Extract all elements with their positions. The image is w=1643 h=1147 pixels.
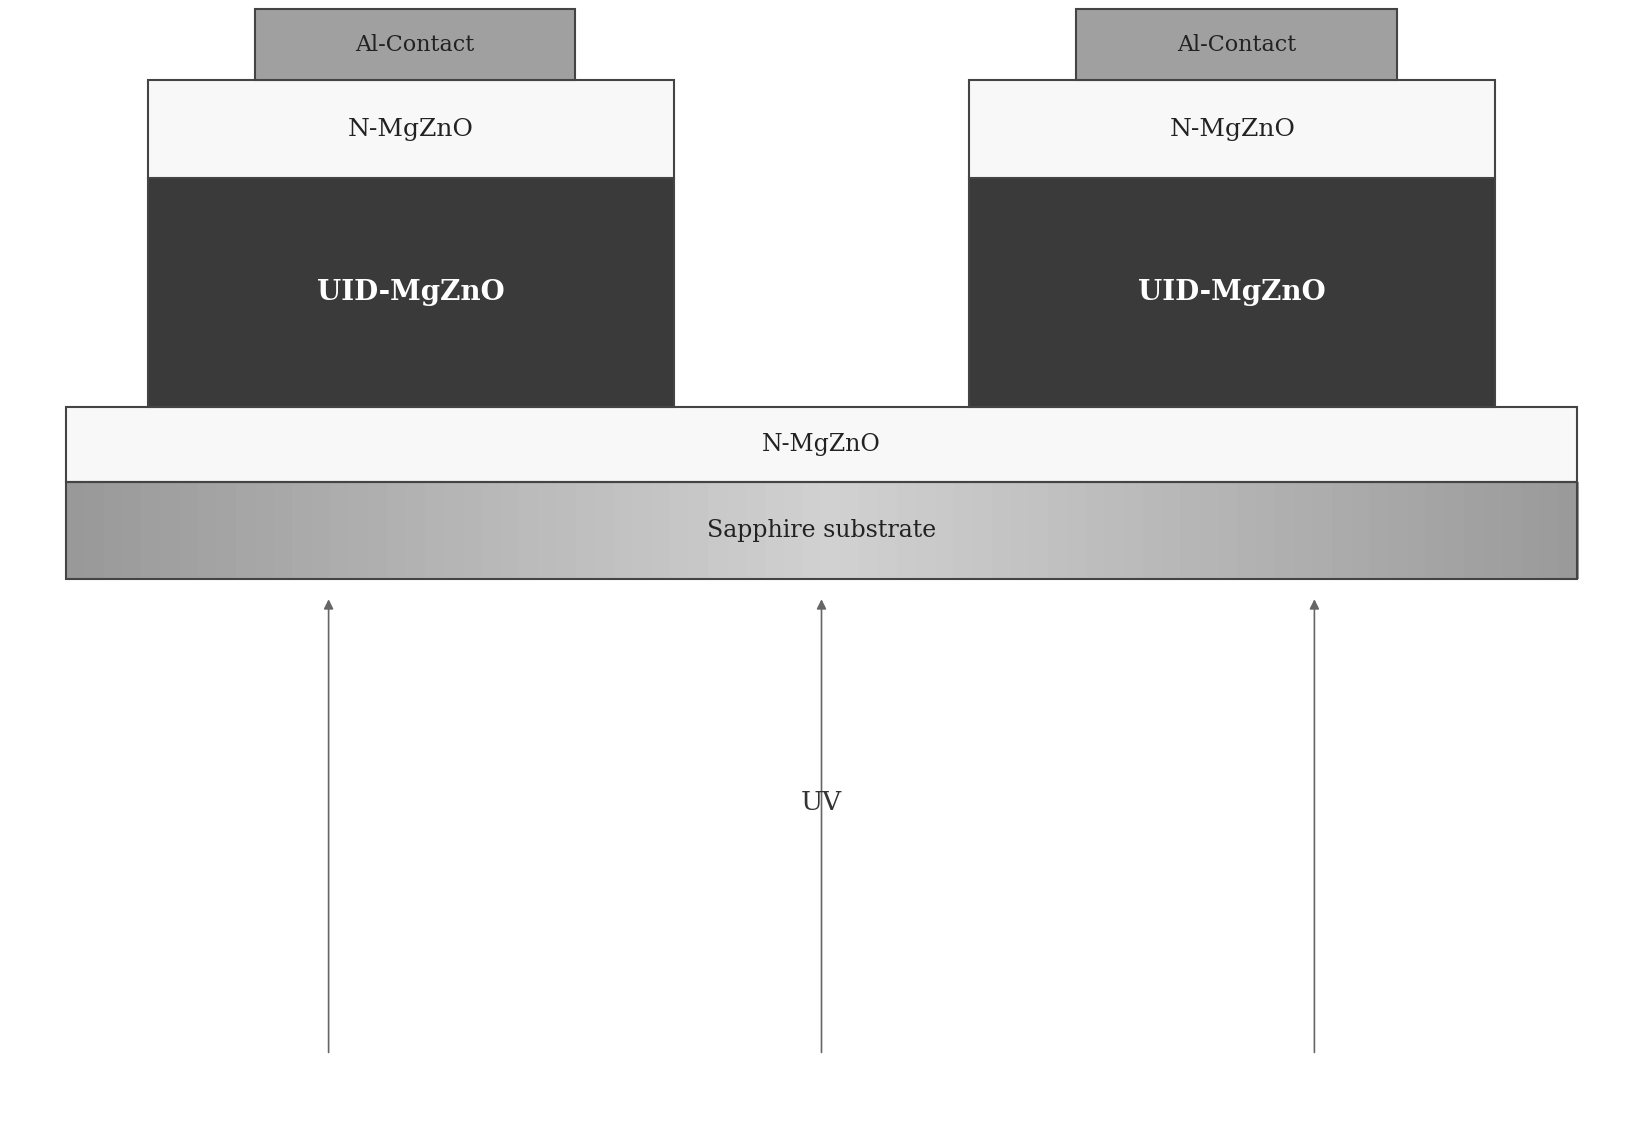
Bar (614, 482, 634, 579)
Text: Al-Contact: Al-Contact (1176, 33, 1296, 56)
Bar (595, 482, 614, 579)
Bar (1295, 482, 1314, 579)
Text: N-MgZnO: N-MgZnO (348, 117, 473, 141)
Bar (877, 482, 899, 579)
Bar (1388, 482, 1408, 579)
Bar (237, 482, 256, 579)
Bar (348, 482, 370, 579)
Bar (463, 482, 483, 579)
Bar (764, 482, 785, 579)
Bar (273, 482, 294, 579)
Bar (1076, 9, 1397, 80)
Bar (802, 482, 823, 579)
Bar (1029, 482, 1050, 579)
Bar (840, 482, 861, 579)
Bar (217, 482, 238, 579)
Bar (388, 482, 407, 579)
Text: Al-Contact: Al-Contact (355, 33, 475, 56)
Bar (1162, 482, 1183, 579)
Bar (1408, 482, 1428, 579)
Bar (670, 482, 690, 579)
Bar (897, 482, 917, 579)
Bar (726, 482, 748, 579)
Bar (784, 482, 805, 579)
Bar (1237, 482, 1259, 579)
Bar (953, 482, 974, 579)
Bar (499, 482, 521, 579)
Bar (1482, 482, 1503, 579)
Bar (1104, 482, 1125, 579)
Bar (917, 482, 937, 579)
Bar (969, 80, 1495, 178)
Bar (859, 482, 881, 579)
Bar (66, 482, 87, 579)
Bar (66, 407, 1577, 482)
Bar (1199, 482, 1219, 579)
Text: Sapphire substrate: Sapphire substrate (706, 518, 937, 543)
Bar (197, 482, 219, 579)
Text: N-MgZnO: N-MgZnO (762, 432, 881, 457)
Bar (481, 482, 503, 579)
Bar (1313, 482, 1334, 579)
Bar (1048, 482, 1068, 579)
Bar (690, 482, 710, 579)
Bar (519, 482, 539, 579)
Text: UV: UV (800, 790, 843, 816)
Bar (66, 482, 1577, 579)
Bar (424, 482, 445, 579)
Bar (1559, 482, 1579, 579)
Bar (708, 482, 729, 579)
Bar (1124, 482, 1144, 579)
Bar (1370, 482, 1390, 579)
Bar (255, 9, 575, 80)
Bar (85, 482, 105, 579)
Bar (104, 482, 125, 579)
Bar (444, 482, 463, 579)
Bar (1257, 482, 1277, 579)
Bar (1010, 482, 1032, 579)
Bar (992, 482, 1012, 579)
Bar (1539, 482, 1559, 579)
Bar (746, 482, 766, 579)
Bar (1219, 482, 1239, 579)
Bar (179, 482, 200, 579)
Bar (651, 482, 672, 579)
Bar (1331, 482, 1352, 579)
Bar (330, 482, 352, 579)
Bar (161, 482, 181, 579)
Bar (1068, 482, 1088, 579)
Bar (1464, 482, 1485, 579)
Bar (1351, 482, 1370, 579)
Bar (148, 178, 674, 407)
Bar (255, 482, 274, 579)
Bar (1502, 482, 1521, 579)
Bar (123, 482, 143, 579)
Text: N-MgZnO: N-MgZnO (1170, 117, 1295, 141)
Text: UID-MgZnO: UID-MgZnO (1139, 279, 1326, 306)
Bar (633, 482, 652, 579)
Bar (1086, 482, 1107, 579)
Bar (1180, 482, 1201, 579)
Bar (141, 482, 161, 579)
Text: UID-MgZnO: UID-MgZnO (317, 279, 504, 306)
Bar (148, 80, 674, 178)
Bar (557, 482, 578, 579)
Bar (1446, 482, 1466, 579)
Bar (575, 482, 596, 579)
Bar (935, 482, 956, 579)
Bar (539, 482, 559, 579)
Bar (1426, 482, 1446, 579)
Bar (368, 482, 389, 579)
Bar (312, 482, 332, 579)
Bar (1521, 482, 1541, 579)
Bar (969, 178, 1495, 407)
Bar (822, 482, 841, 579)
Bar (1275, 482, 1295, 579)
Bar (973, 482, 992, 579)
Bar (406, 482, 427, 579)
Bar (292, 482, 314, 579)
Bar (1144, 482, 1163, 579)
